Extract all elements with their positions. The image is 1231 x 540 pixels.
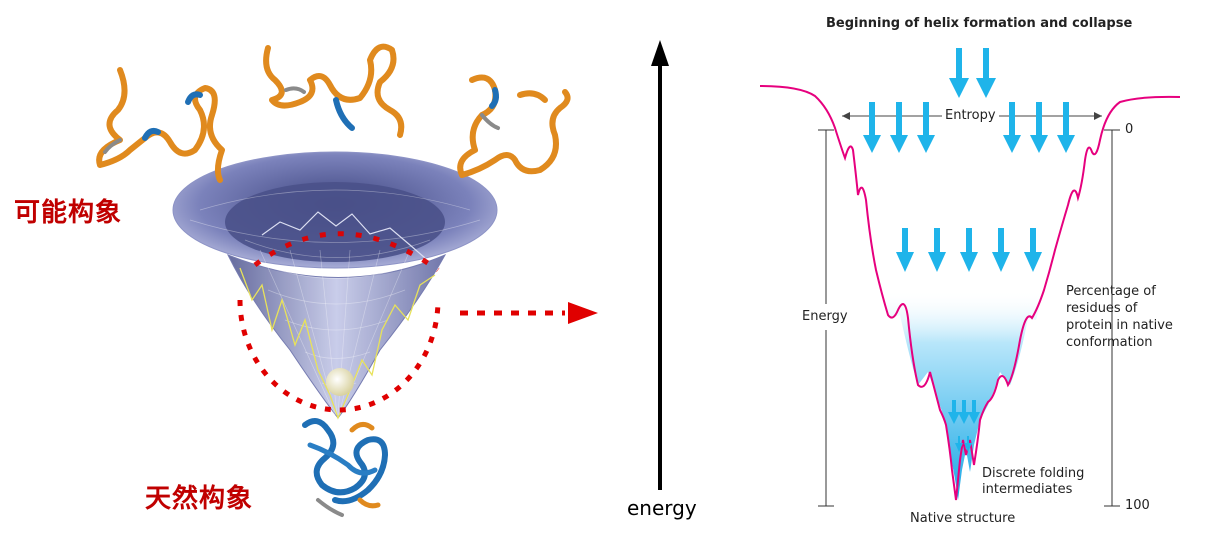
up-arrow-icon xyxy=(651,40,669,66)
native-protein xyxy=(302,418,388,517)
scale-top-value: 0 xyxy=(1125,122,1134,137)
folding-arrows xyxy=(896,228,1042,272)
energy-axis-label: energy xyxy=(627,496,697,520)
native-structure-label: Native structure xyxy=(910,511,1016,526)
entropy-label: Entropy xyxy=(942,108,999,123)
discrete-intermediates-label: Discrete folding intermediates xyxy=(982,466,1085,497)
lower-arrows xyxy=(948,400,980,452)
percentage-native-label: Percentage of residues of protein in nat… xyxy=(1066,284,1173,350)
energy-axis xyxy=(651,40,669,490)
percentage-scale xyxy=(1104,129,1120,507)
helix-formation-title: Beginning of helix formation and collaps… xyxy=(826,16,1133,31)
funnel-energy-curve xyxy=(759,85,1181,501)
native-conformation-label: 天然构象 xyxy=(145,484,254,514)
entropy-arrows xyxy=(863,102,1075,153)
unfolded-protein-3 xyxy=(457,74,571,178)
red-arrowhead-icon xyxy=(568,302,598,324)
possible-conformations-label: 可能构象 xyxy=(14,198,123,228)
unfolded-protein-1 xyxy=(96,67,225,183)
dotted-zoom-indicator xyxy=(237,231,598,413)
funnel-surface xyxy=(172,151,498,420)
energy-label: Energy xyxy=(802,309,848,324)
energy-landscape-diagram xyxy=(759,48,1181,507)
collapse-arrows xyxy=(949,48,996,98)
energy-bracket xyxy=(818,129,834,507)
scale-bottom-value: 100 xyxy=(1125,498,1150,513)
unfolded-protein-2 xyxy=(263,43,405,138)
